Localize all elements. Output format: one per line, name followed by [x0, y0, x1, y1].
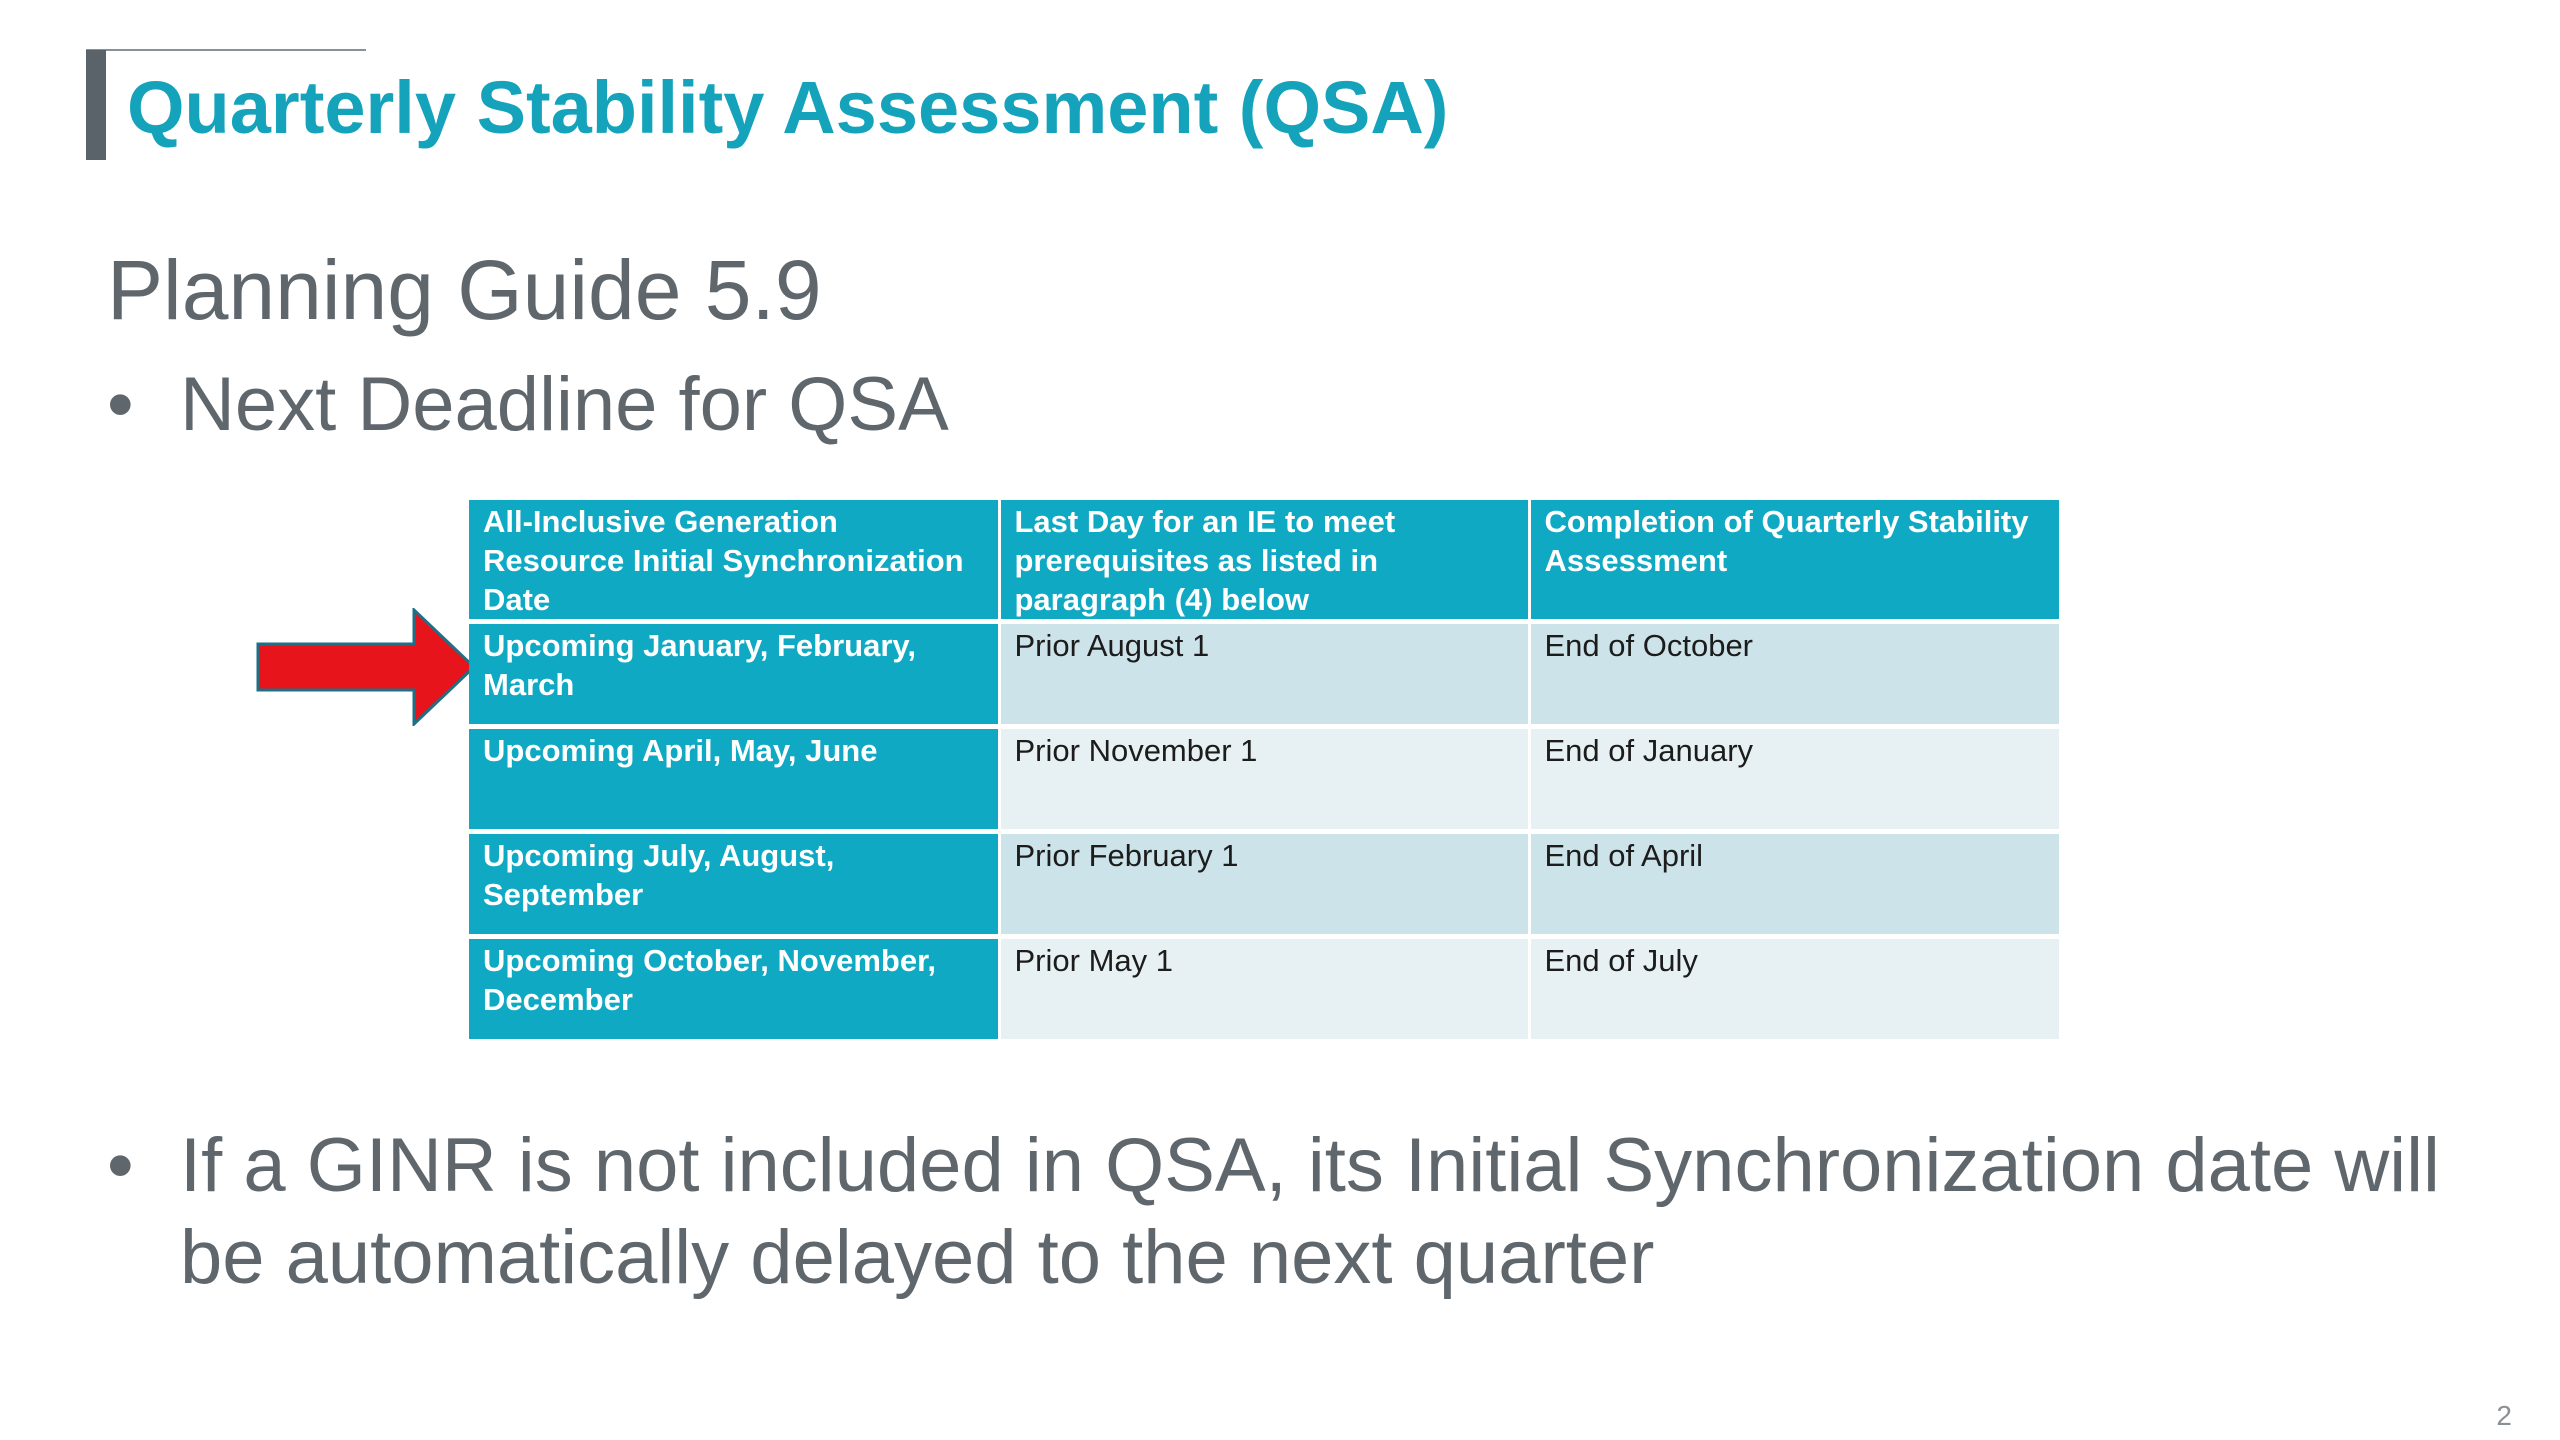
bullet-text: Next Deadline for QSA	[180, 362, 949, 447]
table-row: Upcoming April, May, June Prior November…	[469, 726, 2059, 834]
table-cell-sync-date: Upcoming October, November, December	[469, 936, 1001, 1039]
table-cell-last-day: Prior August 1	[999, 621, 1531, 729]
title-rule	[86, 49, 366, 51]
table-row: Upcoming January, February, March Prior …	[469, 621, 2059, 729]
table-cell-sync-date: Upcoming July, August, September	[469, 831, 1001, 939]
qsa-schedule-table: All-Inclusive Generation Resource Initia…	[469, 500, 2059, 1039]
table-cell-last-day: Prior November 1	[999, 726, 1531, 834]
table-header-row: All-Inclusive Generation Resource Initia…	[469, 500, 2059, 624]
table-cell-last-day: Prior February 1	[999, 831, 1531, 939]
bullet-dot: •	[107, 362, 134, 447]
title-accent-bar	[86, 50, 106, 160]
bullet-next-deadline: • Next Deadline for QSA	[107, 355, 2407, 455]
table-cell-completion: End of April	[1529, 831, 2059, 939]
bullet-text: If a GINR is not included in QSA, its In…	[180, 1123, 2440, 1300]
slide-title: Quarterly Stability Assessment (QSA)	[127, 66, 1449, 149]
bullet-ginr-delay: • If a GINR is not included in QSA, its …	[107, 1120, 2507, 1320]
table-cell-completion: End of October	[1529, 621, 2059, 729]
red-arrow-icon	[256, 608, 476, 726]
table-cell-completion: End of July	[1529, 936, 2059, 1039]
table-row: Upcoming October, November, December Pri…	[469, 936, 2059, 1039]
table-row: Upcoming July, August, September Prior F…	[469, 831, 2059, 939]
bullet-dot: •	[107, 1123, 134, 1208]
header-initial-sync-date: All-Inclusive Generation Resource Initia…	[469, 500, 1001, 624]
table-cell-sync-date: Upcoming April, May, June	[469, 726, 1001, 834]
table-cell-sync-date: Upcoming January, February, March	[469, 621, 1001, 729]
page-number: 2	[2496, 1400, 2512, 1431]
table-cell-completion: End of January	[1529, 726, 2059, 834]
slide-subtitle: Planning Guide 5.9	[107, 243, 822, 337]
header-completion-qsa: Completion of Quarterly Stability Assess…	[1529, 500, 2059, 624]
table-cell-last-day: Prior May 1	[999, 936, 1531, 1039]
header-last-day-prerequisites: Last Day for an IE to meet prerequisites…	[999, 500, 1531, 624]
